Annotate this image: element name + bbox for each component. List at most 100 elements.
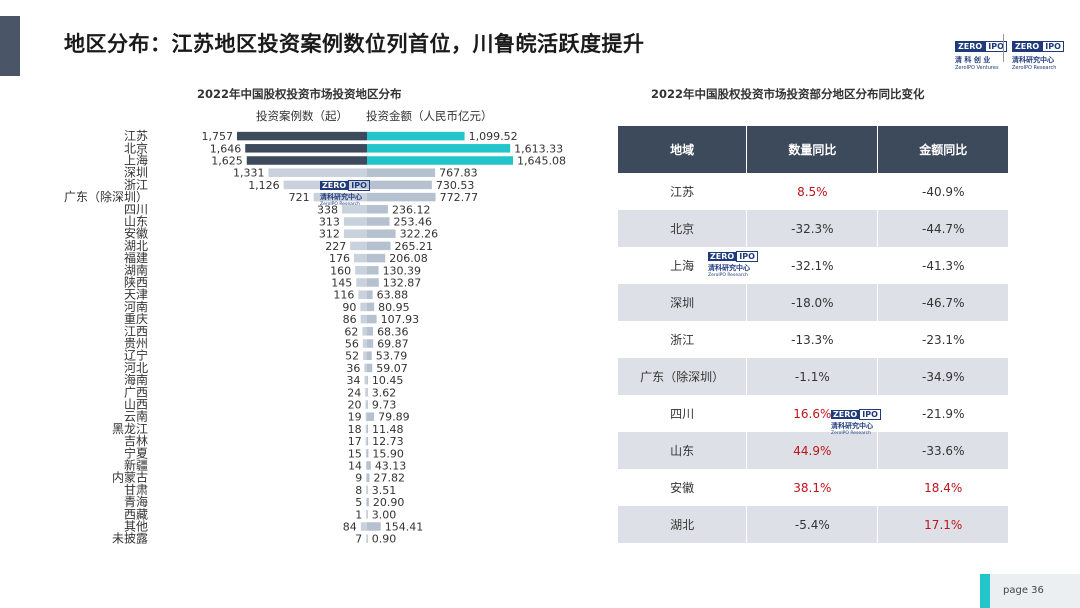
category-label: 甘肃 bbox=[124, 483, 148, 497]
count-value-label: 62 bbox=[344, 325, 358, 338]
cell-amount-yoy: -40.9% bbox=[877, 173, 1008, 210]
bar-count bbox=[366, 510, 367, 519]
category-label: 河南 bbox=[124, 299, 148, 314]
amount-value-label: 1,099.52 bbox=[469, 130, 518, 143]
table-row: 北京 -32.3% -44.7% bbox=[618, 210, 1008, 247]
bar-count bbox=[365, 388, 367, 397]
cell-region: 浙江 bbox=[618, 321, 748, 358]
amount-value-label: 79.89 bbox=[378, 411, 410, 424]
cell-amount-yoy: -23.1% bbox=[877, 321, 1008, 358]
yoy-change-table: 地域 数量同比 金额同比 江苏 8.5% -40.9% 北京 -32.3% -44.7% 上… bbox=[618, 126, 1008, 543]
bar-amount bbox=[367, 351, 372, 360]
bar-amount bbox=[367, 461, 371, 470]
cell-count-yoy: -32.1% bbox=[746, 247, 879, 284]
bar-count bbox=[365, 461, 367, 470]
bar-amount bbox=[367, 522, 381, 531]
cell-amount-yoy: -46.7% bbox=[877, 284, 1008, 321]
category-label: 浙江 bbox=[124, 178, 148, 192]
table-row: 浙江 -13.3% -23.1% bbox=[618, 321, 1008, 358]
cell-count-yoy: -13.3% bbox=[746, 321, 879, 358]
category-label: 其他 bbox=[124, 520, 148, 534]
count-value-label: 721 bbox=[289, 191, 310, 204]
count-value-label: 1,757 bbox=[202, 130, 234, 143]
page-number: page 36 bbox=[1003, 585, 1044, 596]
bar-count bbox=[364, 375, 367, 385]
bar-count bbox=[366, 473, 367, 482]
bar-count bbox=[360, 302, 367, 312]
page-accent bbox=[980, 574, 990, 608]
amount-value-label: 206.08 bbox=[389, 252, 428, 265]
count-value-label: 56 bbox=[345, 338, 359, 351]
table-row: 广东（除深圳） -1.1% -34.9% bbox=[618, 358, 1008, 395]
bar-amount bbox=[367, 327, 374, 336]
bar-count bbox=[366, 485, 367, 495]
bar-amount bbox=[367, 473, 370, 482]
zeroipo-watermark: ZERO IPO 清科研究中心 ZeroIPO Research bbox=[708, 244, 758, 278]
bar-count bbox=[364, 363, 367, 373]
bar-amount bbox=[367, 217, 390, 226]
category-label: 陕西 bbox=[124, 275, 148, 290]
bar-amount bbox=[367, 424, 369, 434]
amount-value-label: 53.79 bbox=[376, 350, 408, 363]
count-value-label: 86 bbox=[343, 313, 357, 326]
bar-amount bbox=[367, 229, 396, 238]
cell-amount-yoy: -34.9% bbox=[877, 358, 1008, 395]
bar-amount bbox=[367, 156, 513, 165]
category-label: 江西 bbox=[124, 324, 148, 338]
bar-count bbox=[366, 497, 367, 507]
header-amount-yoy: 金额同比 bbox=[877, 126, 1008, 173]
table-title: 2022年中国股权投资市场投资部分地区分布同比变化 bbox=[651, 87, 925, 101]
bar-count bbox=[365, 424, 367, 434]
category-label: 内蒙古 bbox=[112, 470, 148, 485]
amount-value-label: 15.90 bbox=[372, 447, 404, 460]
bar-amount bbox=[367, 205, 388, 214]
cell-count-yoy: -18.0% bbox=[746, 284, 879, 321]
count-value-label: 1 bbox=[355, 508, 362, 521]
bar-amount bbox=[367, 363, 373, 373]
bar-count bbox=[362, 339, 367, 348]
table-row: 山东 44.9% -33.6% bbox=[618, 432, 1008, 469]
count-value-label: 14 bbox=[348, 460, 362, 473]
bar-amount bbox=[367, 168, 436, 177]
category-label: 辽宁 bbox=[124, 348, 148, 363]
count-value-label: 52 bbox=[345, 350, 359, 363]
header-count-yoy: 数量同比 bbox=[746, 126, 879, 173]
bar-count bbox=[358, 290, 367, 299]
category-label: 吉林 bbox=[124, 434, 148, 448]
table-row: 湖北 -5.4% 17.1% bbox=[618, 506, 1008, 543]
bar-count bbox=[350, 241, 367, 251]
count-value-label: 160 bbox=[330, 264, 351, 277]
bar-amount bbox=[367, 449, 369, 458]
bar-count bbox=[356, 278, 367, 287]
bar-amount bbox=[367, 388, 368, 397]
table-row: 江苏 8.5% -40.9% bbox=[618, 173, 1008, 210]
bar-amount bbox=[367, 278, 379, 287]
category-label: 黑龙江 bbox=[112, 422, 148, 436]
count-value-label: 34 bbox=[346, 374, 360, 387]
count-value-label: 90 bbox=[342, 301, 356, 314]
bar-count bbox=[268, 168, 367, 177]
amount-value-label: 9.73 bbox=[372, 399, 397, 412]
bar-count bbox=[343, 217, 367, 226]
cell-count-yoy: -5.4% bbox=[746, 506, 879, 543]
category-label: 重庆 bbox=[124, 312, 148, 326]
bar-amount bbox=[367, 302, 375, 312]
amount-value-label: 767.83 bbox=[439, 167, 478, 180]
amount-value-label: 772.77 bbox=[440, 191, 479, 204]
bar-count bbox=[363, 351, 367, 360]
category-label: 四川 bbox=[124, 202, 148, 216]
bar-count bbox=[365, 412, 367, 421]
category-label: 新疆 bbox=[124, 458, 148, 473]
legend-amount: 投资金额（人民币亿元） bbox=[366, 109, 493, 123]
count-value-label: 176 bbox=[329, 252, 350, 265]
count-value-label: 19 bbox=[348, 411, 362, 424]
amount-value-label: 63.88 bbox=[377, 289, 409, 302]
table-row: 安徽 38.1% 18.4% bbox=[618, 469, 1008, 506]
zeroipo-watermark: ZERO IPO 清科研究中心 ZeroIPO Research bbox=[320, 173, 370, 207]
amount-value-label: 730.53 bbox=[436, 179, 475, 192]
amount-value-label: 80.95 bbox=[378, 301, 410, 314]
bar-amount bbox=[367, 180, 432, 190]
category-label: 湖北 bbox=[124, 238, 148, 253]
cell-count-yoy: 8.5% bbox=[746, 173, 879, 210]
bar-count bbox=[365, 449, 367, 458]
